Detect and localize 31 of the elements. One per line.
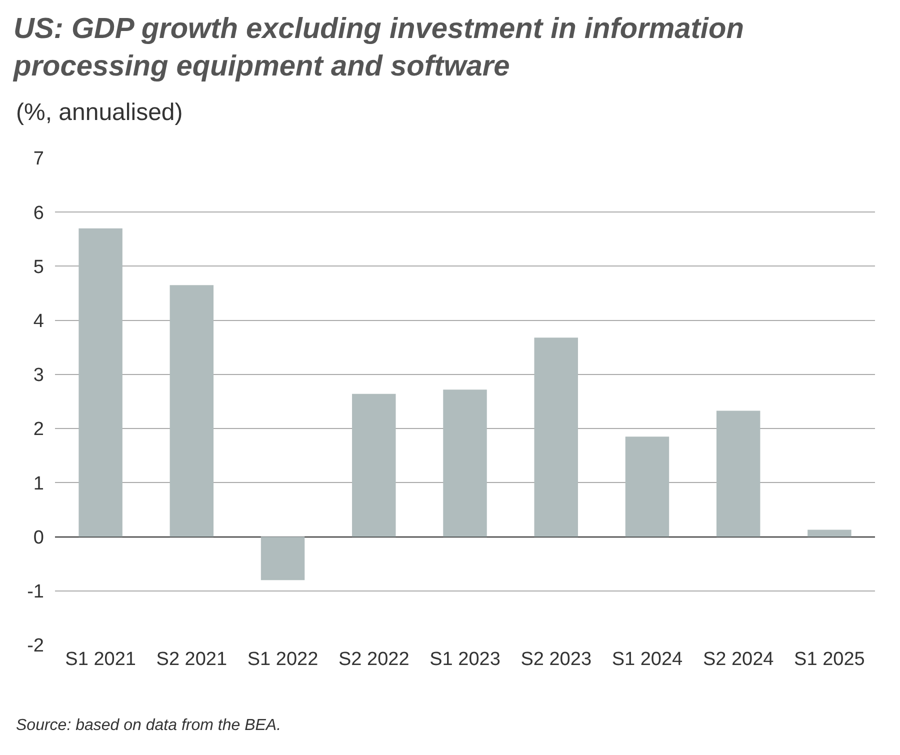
y-tick-label: 3 bbox=[33, 365, 44, 386]
x-tick-label: S2 2022 bbox=[338, 649, 410, 670]
x-tick-label: S1 2023 bbox=[430, 649, 500, 670]
x-tick-label: S1 2022 bbox=[247, 649, 318, 670]
bar bbox=[625, 436, 670, 537]
y-tick-label: 4 bbox=[33, 310, 44, 332]
chart-title: US: GDP growth excluding investment in information processing equipment and software bbox=[12, 12, 744, 82]
y-tick-label: 2 bbox=[33, 419, 44, 440]
chart-subtitle: (%, annualised) bbox=[16, 99, 183, 126]
x-tick-label: S1 2025 bbox=[794, 649, 865, 670]
bar bbox=[443, 390, 487, 537]
y-tick-label: -2 bbox=[27, 636, 44, 657]
bar bbox=[260, 536, 305, 580]
y-tick-label: 1 bbox=[33, 473, 44, 494]
bar bbox=[716, 410, 760, 537]
y-tick-label: 5 bbox=[33, 256, 44, 278]
x-tick-label: S1 2024 bbox=[612, 649, 684, 670]
y-tick-label: 6 bbox=[33, 202, 44, 224]
bar bbox=[170, 285, 214, 537]
y-tick-label: 7 bbox=[33, 148, 44, 170]
source-note: Source: based on data from the BEA. bbox=[16, 717, 282, 734]
bar bbox=[534, 338, 578, 537]
bar bbox=[808, 530, 852, 537]
y-tick-label: 0 bbox=[33, 527, 44, 548]
x-tick-label: S2 2023 bbox=[520, 649, 592, 670]
bar bbox=[352, 394, 396, 537]
x-tick-label: S2 2021 bbox=[156, 649, 228, 670]
x-tick-label: S2 2024 bbox=[702, 649, 774, 670]
y-tick-label: -1 bbox=[27, 582, 44, 603]
x-tick-label: S1 2021 bbox=[65, 649, 136, 670]
bar bbox=[78, 228, 122, 537]
